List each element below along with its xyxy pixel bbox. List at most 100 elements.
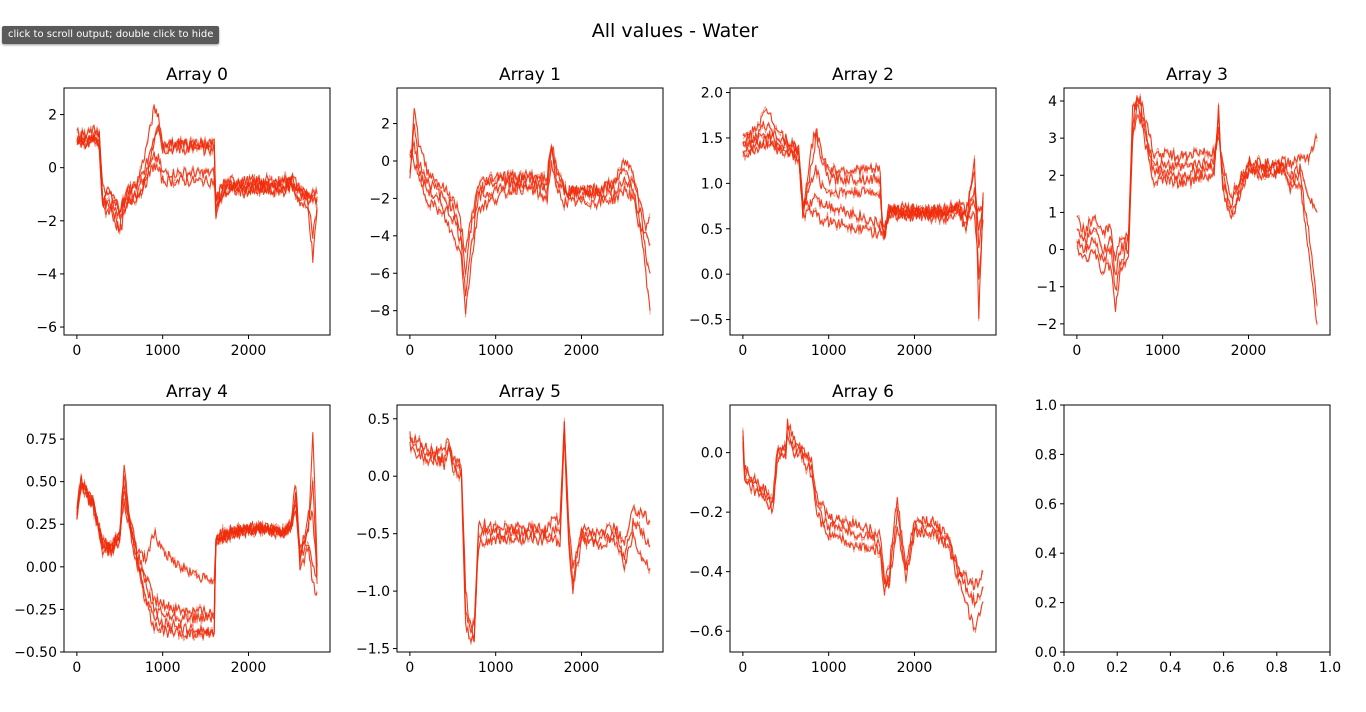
x-tick-label: 0: [738, 343, 747, 359]
y-tick-label: 0.5: [701, 222, 723, 238]
axes-frame: [729, 87, 997, 336]
y-tick-label: 0.50: [26, 475, 57, 491]
series-line: [1076, 93, 1318, 260]
y-tick-label: 1.0: [1035, 398, 1057, 414]
x-tick-label: 0.0: [1053, 660, 1075, 676]
output-scroll-tooltip[interactable]: click to scroll output; double click to …: [2, 26, 220, 44]
y-tick-label: 0.0: [701, 267, 723, 283]
x-tick-label: 0.2: [1106, 660, 1128, 676]
y-tick-label: 0.0: [1035, 645, 1057, 661]
subplot-title: Array 3: [1166, 65, 1228, 85]
series-line: [76, 472, 318, 642]
x-tick-label: 1000: [478, 660, 514, 676]
subplot-1: 0 1000 2000 −8 −6 −4 −2 0 2 Array 1: [369, 65, 664, 359]
axes-frame: [63, 87, 331, 336]
series-line: [742, 138, 984, 281]
x-tick-label: 1000: [811, 343, 847, 359]
series-line: [76, 105, 318, 213]
x-tick-label: 0: [405, 660, 414, 676]
x-tick-label: 1.0: [1319, 660, 1341, 676]
series-line: [1076, 104, 1318, 325]
axes-frame: [396, 87, 664, 336]
y-tick-label: 2: [381, 117, 390, 133]
axes-frame: [1063, 87, 1331, 336]
subplot-2: 0 1000 2000 −0.5 0.0 0.5 1.0 1.5 2.0 Array 2: [689, 65, 997, 359]
series-line: [409, 149, 651, 318]
x-tick-label: 2000: [897, 343, 933, 359]
y-tick-label: 4: [1048, 94, 1057, 110]
x-tick-label: 2000: [564, 660, 600, 676]
subplot-4: 0 1000 2000 −0.50 −0.25 0.00 0.25 0.50 0.75 Array…: [14, 382, 331, 676]
y-tick-label: 2.0: [701, 86, 723, 102]
subplot-title: Array 2: [832, 65, 894, 85]
subplot-3: 0 1000 2000 −2 −1 0 1 2 3 4 Array 3: [1036, 65, 1331, 359]
x-tick-label: 1000: [1145, 343, 1181, 359]
x-tick-label: 0: [405, 343, 414, 359]
series-line: [409, 433, 651, 644]
x-tick-label: 0.8: [1266, 660, 1288, 676]
y-tick-label: 0.25: [26, 517, 57, 533]
series-line: [742, 418, 984, 591]
y-tick-label: −4: [36, 267, 57, 283]
subplot-7: 0.0 0.2 0.4 0.6 0.8 1.0 0.0 0.2 0.4 0.6 0.8 1.0: [1035, 398, 1341, 676]
y-tick-label: 0.6: [1035, 497, 1057, 513]
subplot-6: 0 1000 2000 −0.6 −0.4 −0.2 0.0 Array 6: [689, 382, 997, 676]
y-tick-label: 0.00: [26, 560, 57, 576]
y-tick-label: 2: [1048, 168, 1057, 184]
series-line: [742, 419, 984, 591]
y-tick-label: −6: [36, 320, 57, 336]
series-line: [76, 485, 318, 639]
x-tick-label: 0: [72, 343, 81, 359]
x-tick-label: 0: [72, 660, 81, 676]
x-tick-label: 2000: [231, 660, 267, 676]
series-line: [742, 435, 984, 630]
series-line: [1076, 102, 1318, 308]
y-tick-label: −8: [369, 304, 390, 320]
series-line: [409, 108, 651, 250]
y-tick-label: −2: [369, 191, 390, 207]
y-tick-label: −2: [36, 214, 57, 230]
series-line: [76, 475, 318, 640]
subplot-5: 0 1000 2000 −1.5 −1.0 −0.5 0.0 0.5 Array 5: [356, 382, 664, 676]
y-tick-label: 3: [1048, 131, 1057, 147]
y-tick-label: 0.8: [1035, 447, 1057, 463]
y-tick-label: −4: [369, 229, 390, 245]
subplot-title: Array 5: [499, 382, 561, 402]
series-line: [1076, 103, 1318, 306]
subplot-0: 0 1000 2000 −6 −4 −2 0 2 Array 0: [36, 65, 331, 359]
x-tick-label: 2000: [564, 343, 600, 359]
axes-frame: [729, 404, 997, 653]
subplot-title: Array 4: [166, 382, 228, 402]
axes-frame: [63, 404, 331, 653]
y-tick-label: −1.0: [356, 584, 390, 600]
y-tick-label: 0.2: [1035, 596, 1057, 612]
x-tick-label: 1000: [145, 343, 181, 359]
series-line: [409, 139, 651, 297]
x-tick-label: 1000: [145, 660, 181, 676]
series-group-3: [1076, 93, 1318, 326]
x-tick-label: 2000: [897, 660, 933, 676]
series-group-2: [742, 106, 984, 322]
series-line: [742, 432, 984, 633]
y-tick-label: −0.25: [14, 602, 57, 618]
series-line: [742, 121, 984, 249]
subplot-title: Array 1: [499, 65, 561, 85]
subplot-title: Array 0: [166, 65, 228, 85]
y-tick-label: 2: [48, 108, 57, 124]
y-tick-label: −1: [1036, 280, 1057, 296]
x-tick-label: 0.4: [1159, 660, 1181, 676]
x-tick-label: 0: [1072, 343, 1081, 359]
x-tick-label: 1000: [478, 343, 514, 359]
y-tick-label: −0.5: [356, 527, 390, 543]
series-line: [409, 142, 651, 297]
series-line: [76, 432, 318, 618]
series-line: [742, 426, 984, 609]
series-line: [1076, 102, 1318, 326]
subplot-title: Array 6: [832, 382, 894, 402]
series-line: [76, 104, 318, 214]
x-tick-label: 2000: [1231, 343, 1267, 359]
x-tick-label: 2000: [231, 343, 267, 359]
series-line: [76, 483, 318, 638]
